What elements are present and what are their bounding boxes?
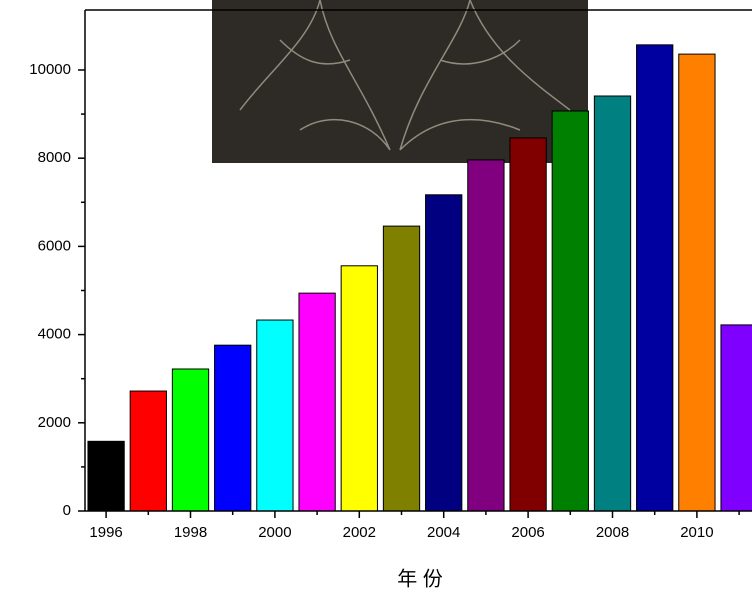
bar [299,293,335,511]
x-tick-label: 2008 [596,524,629,541]
bar [594,96,630,511]
bar [215,345,251,511]
bar [341,266,377,511]
bar [721,325,752,511]
chart: 年 份 0 2000 4000 6000 8000 10000 1996 1998 2000 20… [0,0,752,596]
y-tick-label: 8000 [38,149,71,166]
y-tick-label: 4000 [38,326,71,343]
x-tick-label: 1996 [89,524,122,541]
bar [510,138,546,511]
x-tick-label: 2010 [680,524,713,541]
bar [130,391,166,511]
bar [468,160,504,511]
bar [383,226,419,511]
bar [257,320,293,511]
bar [679,54,715,511]
x-tick-label: 2006 [511,524,544,541]
x-tick-label: 2000 [258,524,291,541]
x-tick-label: 2002 [343,524,376,541]
y-tick-label: 6000 [38,237,71,254]
x-axis-label: 年 份 [397,567,443,590]
bar [88,441,124,511]
bar [552,111,588,511]
y-tick-label: 10000 [29,61,71,78]
x-tick-label: 1998 [174,524,207,541]
bar [172,369,208,511]
y-tick-label: 2000 [38,414,71,431]
y-tick-label: 0 [63,502,71,519]
bar [637,45,673,511]
bar [426,195,462,511]
x-tick-label: 2004 [427,524,460,541]
